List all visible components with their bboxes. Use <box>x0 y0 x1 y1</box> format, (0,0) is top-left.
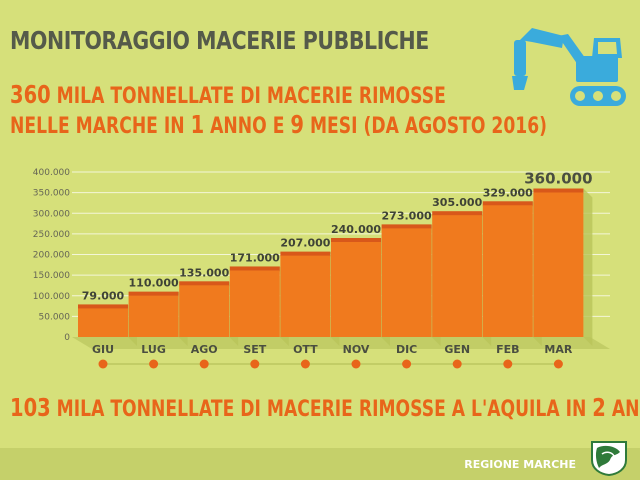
timeline-dot <box>98 359 108 369</box>
headline-text-b: ANNO E <box>204 114 291 139</box>
bar <box>331 242 381 337</box>
x-tick-label: GEN <box>444 343 470 356</box>
bar <box>229 270 280 337</box>
y-tick-label: 300.000 <box>33 209 70 219</box>
bar-top <box>229 266 280 272</box>
bar <box>128 295 179 337</box>
x-tick-label: OTT <box>293 343 318 356</box>
bar-top <box>482 201 533 207</box>
data-label: 240.000 <box>331 223 381 236</box>
region-label: REGIONE MARCHE <box>464 458 576 471</box>
bar-shadow <box>583 188 593 346</box>
bar-top <box>179 281 230 287</box>
y-tick-label: 150.000 <box>33 271 70 281</box>
bar-top <box>432 211 483 217</box>
data-label: 273.000 <box>382 209 432 222</box>
bottom-bar <box>0 448 640 480</box>
bar <box>533 192 584 337</box>
x-tick-label: AGO <box>191 343 218 356</box>
bar <box>482 205 533 337</box>
y-tick-label: 0 <box>64 333 70 343</box>
footer-text-end: ANNI <box>611 397 640 422</box>
timeline-dot <box>199 359 209 369</box>
x-tick-label: DIC <box>396 343 417 356</box>
bar <box>78 308 128 337</box>
y-tick-label: 50.000 <box>39 312 71 322</box>
headline-number-years: 1 <box>190 110 205 139</box>
data-label: 135.000 <box>179 266 229 279</box>
bar <box>432 215 483 337</box>
x-tick-label: LUG <box>141 343 166 356</box>
headline-number: 360 <box>10 80 51 109</box>
timeline-dot <box>553 359 563 369</box>
data-label: 305.000 <box>432 196 482 209</box>
bar <box>280 255 331 337</box>
excavator-icon <box>512 28 626 106</box>
data-label: 207.000 <box>280 237 330 250</box>
bar-top <box>381 224 432 230</box>
data-label: 360.000 <box>524 170 592 188</box>
headline-line-1: 360 MILA TONNELLATE DI MACERIE RIMOSSE <box>10 80 446 109</box>
timeline-dot <box>503 359 513 369</box>
timeline-dot <box>149 359 159 369</box>
data-label: 79.000 <box>82 289 125 302</box>
bar <box>381 228 432 337</box>
data-label: 171.000 <box>230 251 280 264</box>
x-tick-label: MAR <box>544 343 572 356</box>
y-tick-label: 100.000 <box>33 292 70 302</box>
regione-marche-logo <box>591 441 627 476</box>
headline-text-a: NELLE MARCHE IN <box>10 114 191 139</box>
bar-top <box>280 251 331 257</box>
timeline-dot <box>300 359 310 369</box>
page-title: MONITORAGGIO MACERIE PUBBLICHE <box>10 26 429 55</box>
footer-text: MILA TONNELLATE DI MACERIE RIMOSSE A L'A… <box>50 397 593 422</box>
bar-top <box>128 291 179 297</box>
headline-number-months: 9 <box>290 110 304 139</box>
x-tick-label: FEB <box>496 343 519 356</box>
chart-floor <box>72 337 610 349</box>
y-tick-label: 250.000 <box>33 230 70 240</box>
y-tick-label: 350.000 <box>33 189 70 199</box>
y-tick-label: 200.000 <box>33 251 70 261</box>
headline-line-2: NELLE MARCHE IN 1 ANNO E 9 MESI (DA AGOS… <box>10 110 547 139</box>
bar-top <box>331 238 381 243</box>
footer-number: 103 <box>10 393 51 422</box>
headline-text: MILA TONNELLATE DI MACERIE RIMOSSE <box>50 84 446 109</box>
bar-top <box>78 304 128 310</box>
x-tick-label: GIU <box>92 343 114 356</box>
footer-years-number: 2 <box>592 393 606 422</box>
bar-top <box>533 188 584 194</box>
bar <box>179 285 230 337</box>
timeline-dot <box>351 359 361 369</box>
data-label: 329.000 <box>483 186 533 199</box>
headline-text-c: MESI (DA AGOSTO 2016) <box>303 114 548 139</box>
timeline-dot <box>452 359 462 369</box>
footer-note: 103 MILA TONNELLATE DI MACERIE RIMOSSE A… <box>10 393 640 422</box>
y-tick-label: 400.000 <box>33 168 70 178</box>
x-tick-label: SET <box>243 343 266 356</box>
timeline-dot <box>402 359 412 369</box>
x-tick-label: NOV <box>343 343 370 356</box>
timeline-dot <box>250 359 260 369</box>
data-label: 110.000 <box>129 277 179 290</box>
